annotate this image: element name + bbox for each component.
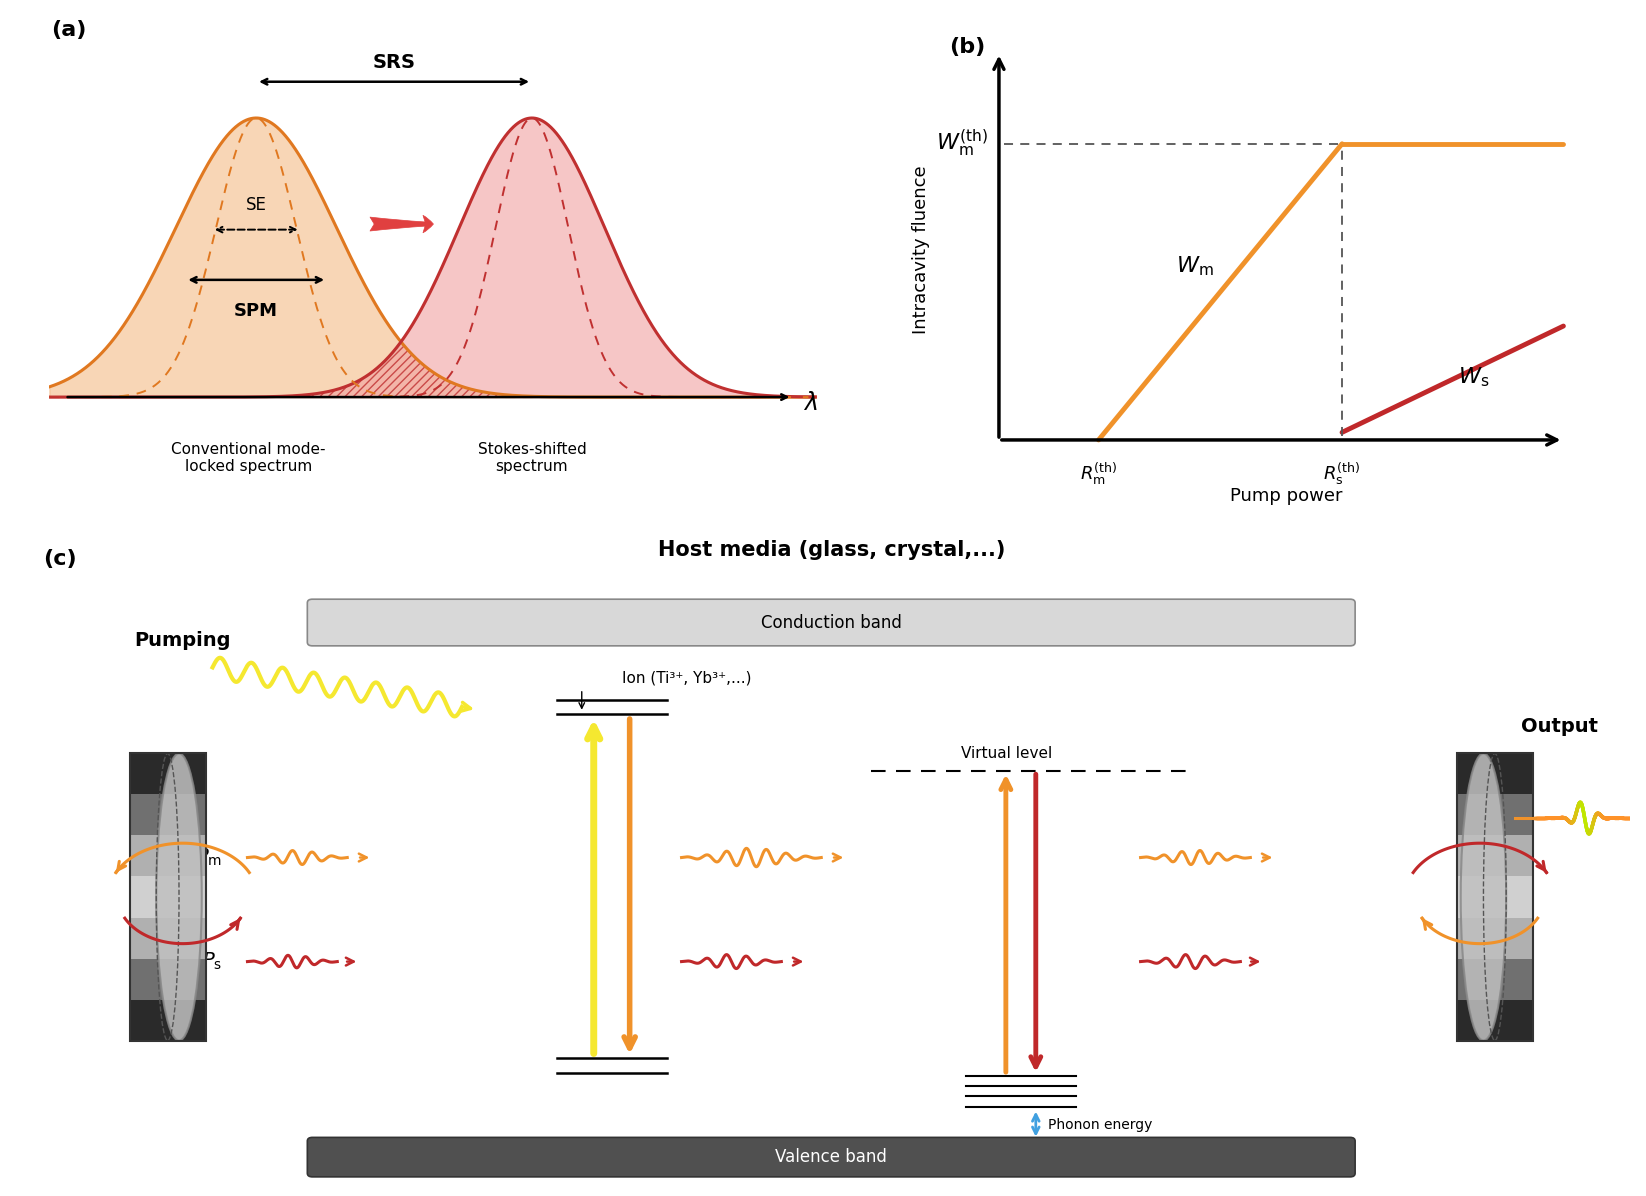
Text: (c): (c) bbox=[43, 549, 76, 569]
Text: λ: λ bbox=[803, 391, 818, 415]
Text: $W_\mathrm{s}$: $W_\mathrm{s}$ bbox=[1458, 365, 1490, 389]
FancyBboxPatch shape bbox=[1457, 1000, 1532, 1041]
Text: Stokes-shifted
spectrum: Stokes-shifted spectrum bbox=[477, 441, 586, 474]
Text: (b): (b) bbox=[950, 37, 986, 57]
FancyBboxPatch shape bbox=[1457, 794, 1532, 836]
Text: $R_\mathrm{s}^{\mathrm{(th)}}$: $R_\mathrm{s}^{\mathrm{(th)}}$ bbox=[1323, 460, 1361, 487]
Text: Output: Output bbox=[1521, 716, 1598, 736]
Text: $P_\mathrm{m}$: $P_\mathrm{m}$ bbox=[196, 847, 222, 868]
FancyBboxPatch shape bbox=[130, 917, 206, 958]
Text: Valence band: Valence band bbox=[775, 1148, 887, 1166]
FancyBboxPatch shape bbox=[130, 877, 206, 917]
Text: Intracavity fluence: Intracavity fluence bbox=[912, 166, 930, 335]
Text: SE: SE bbox=[245, 196, 267, 214]
FancyBboxPatch shape bbox=[130, 836, 206, 877]
Text: Virtual level: Virtual level bbox=[961, 745, 1052, 761]
Text: Pump power: Pump power bbox=[1231, 487, 1343, 505]
FancyBboxPatch shape bbox=[1457, 877, 1532, 917]
FancyBboxPatch shape bbox=[130, 958, 206, 1000]
FancyBboxPatch shape bbox=[1457, 753, 1532, 794]
FancyBboxPatch shape bbox=[1457, 958, 1532, 1000]
Text: Phonon energy: Phonon energy bbox=[1049, 1118, 1152, 1133]
Text: Conventional mode-
locked spectrum: Conventional mode- locked spectrum bbox=[171, 441, 326, 474]
Ellipse shape bbox=[1460, 753, 1506, 1041]
Text: $R_\mathrm{m}^{\mathrm{(th)}}$: $R_\mathrm{m}^{\mathrm{(th)}}$ bbox=[1080, 460, 1118, 487]
FancyBboxPatch shape bbox=[1457, 836, 1532, 877]
FancyBboxPatch shape bbox=[130, 753, 206, 794]
Text: (a): (a) bbox=[51, 20, 86, 41]
Text: $P_\mathrm{s}$: $P_\mathrm{s}$ bbox=[202, 951, 222, 972]
Text: $W_\mathrm{m}^{\mathrm{(th)}}$: $W_\mathrm{m}^{\mathrm{(th)}}$ bbox=[935, 128, 988, 159]
FancyBboxPatch shape bbox=[1457, 917, 1532, 958]
Text: Pumping: Pumping bbox=[135, 630, 230, 649]
FancyBboxPatch shape bbox=[130, 1000, 206, 1041]
FancyBboxPatch shape bbox=[308, 1137, 1355, 1177]
Text: SPM: SPM bbox=[234, 303, 278, 321]
Text: Conduction band: Conduction band bbox=[760, 614, 902, 631]
Ellipse shape bbox=[156, 753, 202, 1041]
FancyBboxPatch shape bbox=[308, 599, 1355, 646]
Text: Host media (glass, crystal,...): Host media (glass, crystal,...) bbox=[657, 541, 1006, 560]
Text: Ion (Ti³⁺, Yb³⁺,...): Ion (Ti³⁺, Yb³⁺,...) bbox=[622, 670, 751, 685]
Text: $W_\mathrm{m}$: $W_\mathrm{m}$ bbox=[1175, 255, 1213, 279]
FancyBboxPatch shape bbox=[130, 794, 206, 836]
Text: SRS: SRS bbox=[372, 53, 415, 72]
